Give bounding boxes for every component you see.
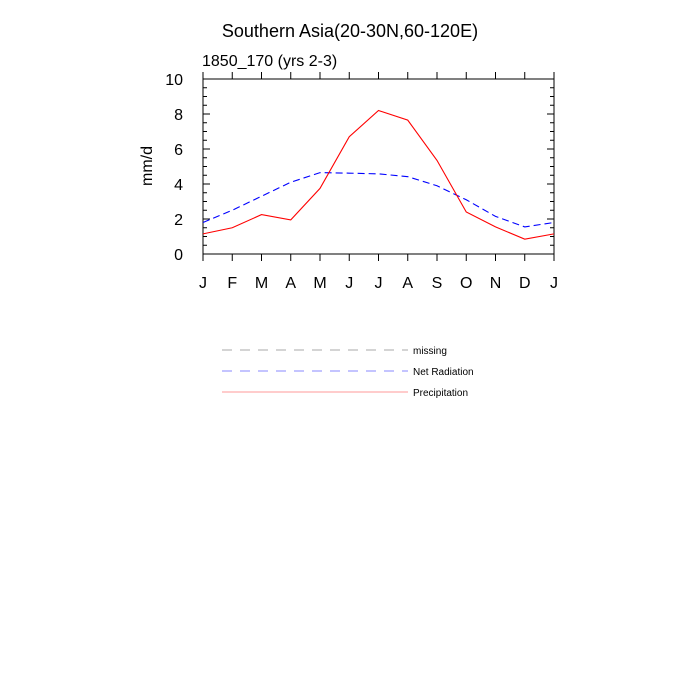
x-tick-label: M bbox=[313, 275, 326, 292]
net-radiation-point bbox=[494, 215, 497, 218]
precipitation-point bbox=[348, 135, 351, 138]
x-tick-label: J bbox=[375, 275, 383, 292]
y-axis-label: mm/d bbox=[139, 146, 156, 186]
y-tick-label: 10 bbox=[165, 72, 183, 89]
legend-label-net-radiation: Net Radiation bbox=[413, 367, 474, 378]
x-tick-label: J bbox=[345, 275, 353, 292]
chart-subtitle: 1850_170 (yrs 2-3) bbox=[202, 53, 337, 70]
net-radiation-point bbox=[553, 221, 556, 224]
legend-label-missing: missing bbox=[413, 346, 447, 357]
y-tick-label: 6 bbox=[174, 142, 183, 159]
precipitation-point bbox=[553, 232, 556, 235]
net-radiation-point bbox=[523, 225, 526, 228]
net-radiation-point bbox=[202, 221, 205, 224]
x-tick-label: J bbox=[199, 275, 207, 292]
legend: missing Net Radiation Precipitation bbox=[222, 346, 474, 399]
x-tick-label: A bbox=[285, 275, 296, 292]
plot-frame bbox=[202, 78, 555, 255]
y-tick-label: 4 bbox=[174, 177, 183, 194]
y-tick-label: 0 bbox=[174, 247, 183, 264]
legend-label-precipitation: Precipitation bbox=[413, 388, 468, 399]
series-lines bbox=[202, 109, 556, 241]
precipitation-point bbox=[406, 119, 409, 122]
x-tick-label: D bbox=[519, 275, 531, 292]
net-radiation-point bbox=[377, 172, 380, 175]
net-radiation-point bbox=[436, 184, 439, 187]
y-tick-label: 8 bbox=[174, 107, 183, 124]
precipitation-point bbox=[289, 218, 292, 221]
net-radiation-point bbox=[231, 209, 234, 212]
net-radiation-line bbox=[202, 172, 555, 228]
x-tick-label: M bbox=[255, 275, 268, 292]
x-tick-label: N bbox=[490, 275, 502, 292]
x-tick-label: J bbox=[550, 275, 558, 292]
precipitation-point bbox=[231, 226, 234, 229]
net-radiation-point bbox=[260, 195, 263, 198]
x-tick-label: A bbox=[402, 275, 413, 292]
precipitation-point bbox=[377, 109, 380, 112]
precipitation-point bbox=[260, 213, 263, 216]
axis-ticks bbox=[202, 72, 555, 261]
net-radiation-point bbox=[289, 181, 292, 184]
precipitation-point bbox=[465, 211, 468, 214]
precipitation-point bbox=[494, 225, 497, 228]
x-tick-label: F bbox=[227, 275, 237, 292]
net-radiation-point bbox=[406, 175, 409, 178]
x-tick-label: O bbox=[460, 275, 472, 292]
net-radiation-point bbox=[465, 198, 468, 201]
chart-title: Southern Asia(20-30N,60-120E) bbox=[222, 21, 478, 41]
precipitation-line bbox=[202, 109, 555, 240]
precipitation-point bbox=[436, 159, 439, 162]
precipitation-point bbox=[319, 187, 322, 190]
precipitation-point bbox=[523, 238, 526, 241]
net-radiation-point bbox=[319, 171, 322, 174]
precipitation-point bbox=[202, 232, 205, 235]
net-radiation-point bbox=[348, 172, 351, 175]
y-tick-labels: 0 2 4 6 8 10 bbox=[165, 72, 183, 264]
x-tick-label: S bbox=[432, 275, 443, 292]
y-tick-label: 2 bbox=[174, 212, 183, 229]
